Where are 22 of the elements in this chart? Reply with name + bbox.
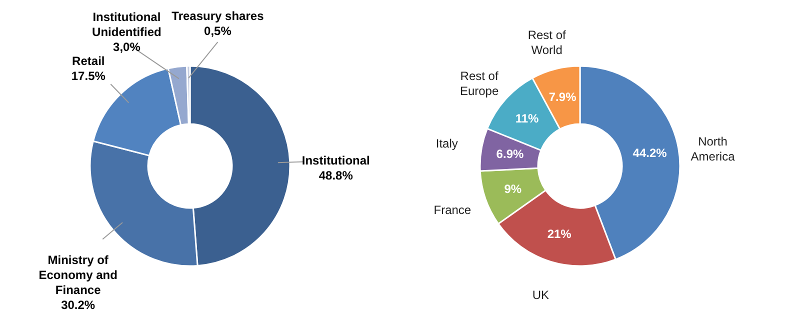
data-label: 17.5% <box>71 69 106 84</box>
slice-label: UK <box>532 288 550 302</box>
data-label: 21% <box>547 226 572 241</box>
slice-label: Treasury shares <box>172 9 264 24</box>
data-label: 44.2% <box>632 146 668 160</box>
slice-label: North America <box>690 134 736 164</box>
slice-label: Institutional <box>302 153 370 168</box>
data-label: 11% <box>515 112 540 126</box>
slice-label: Ministry of Economy and Finance <box>38 252 118 297</box>
slice-label: Rest of Europe <box>460 69 499 98</box>
slice-label: Rest of World <box>528 28 567 58</box>
slice-label: Retail <box>72 54 105 68</box>
data-label: 7.9% <box>548 90 577 104</box>
data-label: 3,0% <box>113 40 141 54</box>
slice-label: Institutional Unidentified <box>92 10 162 40</box>
slice-label: Italy <box>436 136 458 151</box>
slice-label: France <box>434 203 472 218</box>
data-label: 30.2% <box>61 298 96 312</box>
data-label: 6.9% <box>496 147 524 162</box>
data-label: 9% <box>504 182 522 196</box>
data-label: 0,5% <box>204 24 232 38</box>
data-label: 48.8% <box>318 168 354 182</box>
